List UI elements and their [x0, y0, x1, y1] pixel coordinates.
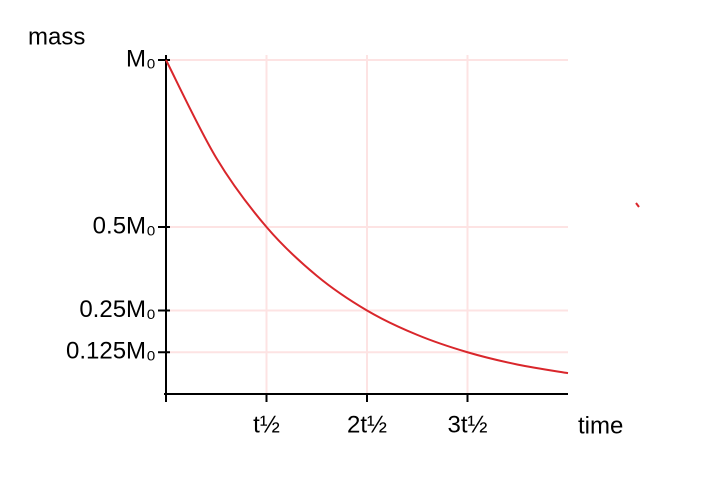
x-axis-label: time: [578, 412, 623, 439]
x-tick-label: 2t½: [347, 411, 387, 438]
y-tick-label: 0.125M₀: [66, 338, 156, 365]
y-axis-label: mass: [28, 23, 85, 50]
y-tick-label: 0.5M₀: [93, 212, 156, 239]
y-tick-label: M₀: [126, 45, 156, 72]
decay-curve: [165, 59, 569, 375]
stray-mark: [635, 202, 640, 208]
y-tick-label: 0.25M₀: [79, 296, 156, 323]
x-tick-label: 3t½: [447, 411, 487, 438]
x-tick-label: t½: [253, 411, 280, 438]
